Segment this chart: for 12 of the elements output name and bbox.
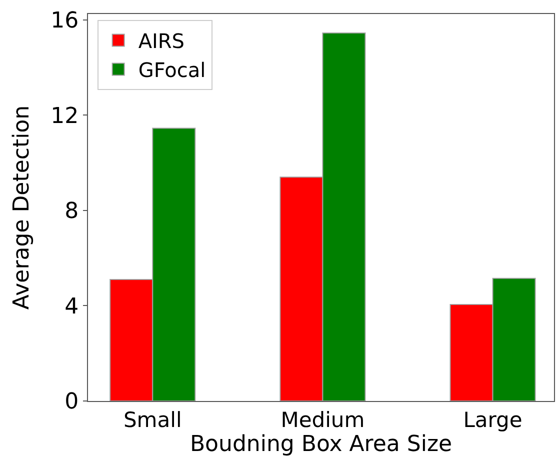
x-axis-title: Boudning Box Area Size	[190, 432, 452, 457]
y-tick-label: 0	[64, 390, 79, 415]
y-tick-label: 12	[50, 104, 79, 129]
x-tick-label: Medium	[280, 408, 365, 432]
x-tick-label: Large	[463, 408, 522, 432]
y-tick-label: 8	[64, 199, 79, 224]
y-tick-label: 4	[64, 294, 79, 320]
y-axis-title: Average Detection	[9, 105, 34, 310]
y-tick-label: 16	[50, 8, 79, 34]
legend-label: GFocal	[138, 58, 206, 82]
x-tick-label: Small	[123, 408, 182, 432]
legend-label: AIRS	[138, 29, 184, 54]
